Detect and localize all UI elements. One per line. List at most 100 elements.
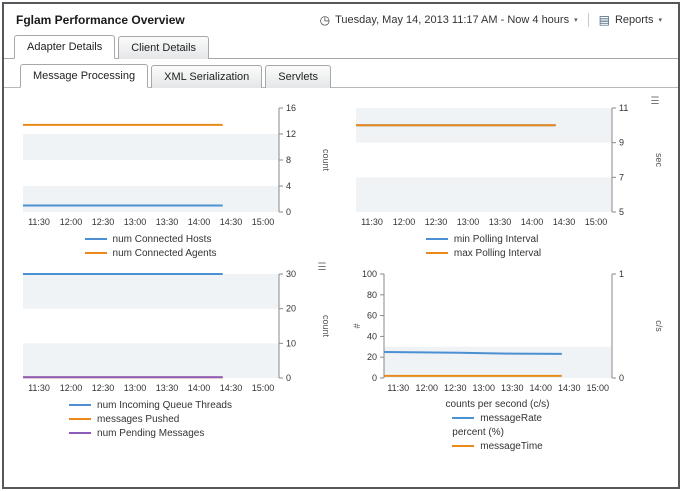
x-tick-label: 15:00: [251, 383, 274, 393]
legend-swatch: [425, 238, 448, 240]
x-tick-label: 12:00: [59, 217, 82, 227]
y-tick-label: 16: [286, 103, 296, 113]
main-tabs: Adapter Details Client Details: [4, 35, 678, 59]
x-tick-label: 12:30: [91, 383, 114, 393]
x-tick-label: 11:30: [361, 217, 383, 227]
chart-connected-hosts-agents: ☰ 0481216count11:3012:0012:3013:0013:301…: [13, 100, 337, 260]
x-tick-label: 12:00: [415, 383, 438, 393]
x-tick-label: 13:00: [123, 217, 146, 227]
y-axis-title: #: [352, 323, 362, 328]
legend-item: messageTime: [452, 439, 543, 453]
legend-swatch: [69, 404, 92, 406]
x-tick-label: 13:30: [155, 383, 178, 393]
time-range-selector[interactable]: ◷ Tuesday, May 14, 2013 11:17 AM - Now 4…: [316, 12, 582, 28]
x-tick-label: 13:30: [488, 217, 511, 227]
chart-plot-area: 0 10 20 30 count 11:30 12:00 12:30 13:00 13:30 14:…: [13, 266, 337, 398]
legend-swatch: [69, 432, 92, 434]
y-tick-label: 30: [286, 269, 296, 279]
header: Fglam Performance Overview ◷ Tuesday, Ma…: [4, 4, 678, 33]
chevron-down-icon: ▾: [658, 17, 662, 24]
legend-item: num Incoming Queue Threads: [69, 398, 232, 412]
y-tick-label: 5: [619, 207, 624, 217]
x-tick-label: 14:30: [552, 217, 575, 227]
reports-icon: ▤: [598, 13, 610, 27]
y-tick-label: 12: [286, 129, 296, 139]
y-tick-label: 9: [619, 138, 624, 148]
plot-band: [22, 186, 279, 212]
x-axis-caption: counts per second (c/s): [445, 399, 550, 410]
y-tick-label: 4: [286, 181, 291, 191]
y-tick-label: 0: [371, 373, 376, 383]
legend-item: percent (%): [452, 425, 504, 439]
x-tick-label: 14:00: [187, 383, 210, 393]
chart-legend: num Connected Hosts num Connected Agents: [84, 232, 216, 260]
legend-swatch: [452, 445, 475, 447]
x-tick-label: 13:00: [123, 383, 146, 393]
y-axis-title: count: [321, 315, 331, 338]
y-tick-label: 1: [619, 269, 624, 279]
x-tick-label: 14:00: [187, 217, 210, 227]
tab-xml-serialization[interactable]: XML Serialization: [151, 65, 263, 88]
chart-canvas: 0 10 20 30 count 11:30 12:00 12:30 13:00 13:30 14:…: [22, 269, 331, 393]
tab-client-details[interactable]: Client Details: [118, 36, 210, 59]
y-axis-title: c/s: [654, 320, 664, 332]
y-tick-label: 60: [366, 311, 376, 321]
chart-canvas: 5 7 9 11 sec 11:30 12:00 12:30 13:00 13:30 14:00 14…: [355, 103, 664, 227]
x-tick-label: 13:00: [472, 383, 495, 393]
y-tick-label: 100: [361, 269, 376, 279]
legend-label: messageRate: [480, 412, 542, 424]
reports-menu[interactable]: ▤ Reports ▾: [595, 12, 666, 28]
chart-message-rate-time: ☰ 01c/s020406080100#11:3012:0012:3013:00…: [346, 266, 670, 453]
x-tick-label: 12:00: [59, 383, 82, 393]
x-tick-label: 12:00: [392, 217, 415, 227]
x-tick-label: 11:30: [28, 383, 50, 393]
chart-options-icon[interactable]: ☰: [317, 262, 327, 273]
legend-label: max Polling Interval: [453, 247, 542, 259]
charts-grid: ☰ 0 4 8 12 16 count 11:30 12:00 12:30 13:00 13:30 1…: [4, 88, 678, 453]
chart-options-icon[interactable]: ☰: [650, 96, 660, 107]
x-tick-label: 12:30: [443, 383, 466, 393]
legend-item: num Pending Messages: [69, 426, 204, 440]
chart-polling-interval: ☰ 5 7 9 11 sec 11:30 12:00 12:30 13:00 13:30 14:00…: [346, 96, 670, 260]
y-tick-label: 0: [286, 373, 291, 383]
x-tick-label: 13:00: [456, 217, 479, 227]
x-tick-label: 11:30: [387, 383, 409, 393]
x-tick-label: 15:00: [584, 217, 607, 227]
series-messagerate: [383, 351, 562, 355]
x-tick-label: 12:30: [91, 217, 114, 227]
y-tick-label: 11: [619, 103, 628, 113]
x-tick-label: 14:30: [219, 217, 242, 227]
y-axis-title: count: [321, 149, 331, 172]
x-tick-label: 12:30: [424, 217, 447, 227]
legend-swatch: [69, 418, 92, 420]
tab-servlets[interactable]: Servlets: [265, 65, 332, 88]
y-tick-label: 40: [366, 331, 376, 341]
plot-band: [22, 134, 279, 160]
legend-item: num Connected Hosts: [84, 232, 211, 246]
tab-adapter-details[interactable]: Adapter Details: [14, 35, 116, 59]
legend-label: messages Pushed: [97, 413, 180, 425]
tab-message-processing[interactable]: Message Processing: [20, 64, 149, 88]
y-tick-label: 20: [286, 304, 296, 314]
x-tick-label: 11:30: [28, 217, 50, 227]
legend-item: messages Pushed: [69, 412, 179, 426]
legend-label: num Pending Messages: [97, 427, 205, 439]
legend-item: max Polling Interval: [425, 246, 542, 260]
plot-band: [22, 343, 279, 378]
chart-plot-area: 5 7 9 11 sec 11:30 12:00 12:30 13:00 13:30 14:00 14…: [346, 100, 670, 232]
legend-item: min Polling Interval: [425, 232, 539, 246]
divider: [587, 13, 589, 27]
y-tick-label: 0: [619, 373, 624, 383]
legend-swatch: [425, 252, 448, 254]
plot-band: [355, 177, 612, 212]
x-tick-label: 15:00: [586, 383, 609, 393]
legend-label: min Polling Interval: [453, 233, 539, 245]
legend-swatch: [84, 238, 107, 240]
y-tick-label: 80: [366, 290, 376, 300]
chart-queue-threads-messages: ☰ 0 10 20 30 count 11:30 12:00 12:30 13:00 13:30 1…: [13, 262, 337, 453]
x-tick-label: 13:30: [500, 383, 523, 393]
chart-legend: num Incoming Queue Threads messages Pushe…: [69, 398, 232, 440]
chart-legend: messageRate percent (%) messageTime: [452, 411, 543, 453]
x-tick-label: 15:00: [251, 217, 274, 227]
chart-plot-area: 0 4 8 12 16 count 11:30 12:00 12:30 13:00 13:30 14:…: [13, 100, 337, 232]
